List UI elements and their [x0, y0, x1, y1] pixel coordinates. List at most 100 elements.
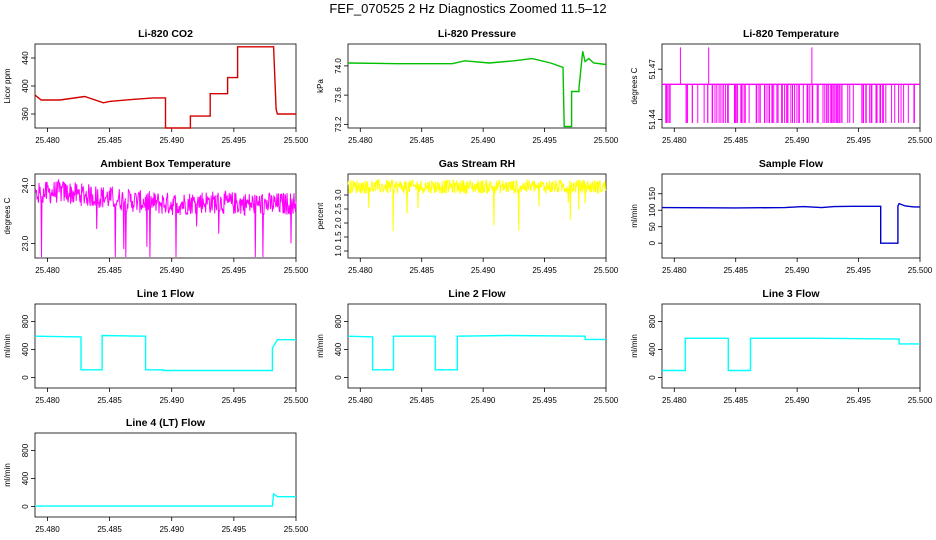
- line-4-lt-flow-y-tick-label: 0: [21, 504, 30, 509]
- ambient-box-temperature-x-tick-label: 25.480: [35, 266, 60, 275]
- li-820-pressure-panel: Li-820 Pressure 25.480 25.485 25.490 25.495 2…: [316, 28, 619, 145]
- line-2-flow-y-tick-label: 0: [334, 375, 343, 380]
- gas-stream-rh-title: Gas Stream RH: [439, 158, 515, 170]
- li-820-pressure-y-tick-label: 73.6: [334, 87, 343, 103]
- ambient-box-temperature-y-tick-label: 24.0: [21, 177, 30, 193]
- li-820-pressure-x-tick-label: 25.490: [471, 136, 496, 145]
- ambient-box-temperature-y-tick-label: 23.0: [21, 235, 30, 251]
- line-4-lt-flow-y-tick-label: 800: [21, 443, 30, 457]
- line-4-lt-flow-x-tick-label: 25.485: [97, 525, 122, 534]
- line-3-flow-y-tick-label: 400: [648, 342, 657, 356]
- line-3-flow-x-tick-label: 25.480: [662, 396, 687, 405]
- line-4-lt-flow-plot-frame: [34, 432, 297, 518]
- ambient-box-temperature-series-line: [34, 178, 297, 258]
- li-820-co2-series-line: [34, 46, 296, 129]
- gas-stream-rh-x-tick-label: 25.495: [532, 266, 557, 275]
- line-2-flow-series-line: [347, 334, 606, 371]
- gas-stream-rh-series-line: [347, 179, 607, 232]
- line-1-flow-x-tick-label: 25.480: [35, 396, 60, 405]
- line-4-lt-flow-x-tick-label: 25.490: [159, 525, 184, 534]
- li-820-co2-y-tick-label: 400: [21, 79, 30, 93]
- gas-stream-rh-y-tick-label: 1.5: [334, 231, 343, 243]
- gas-stream-rh-x-tick-label: 25.485: [409, 266, 434, 275]
- sample-flow-panel: Sample Flow 25.480 25.485 25.490 25.495 25.50…: [630, 158, 933, 275]
- li-820-co2-y-tick-label: 360: [21, 107, 30, 121]
- sample-flow-plot-frame: [661, 173, 921, 259]
- line-4-lt-flow-x-tick-label: 25.500: [284, 525, 309, 534]
- li-820-pressure-x-tick-label: 25.495: [532, 136, 557, 145]
- li-820-co2-y-tick-label: 440: [21, 51, 30, 65]
- gas-stream-rh-y-tick-label: 2.5: [334, 203, 343, 215]
- gas-stream-rh-x-tick-label: 25.490: [471, 266, 496, 275]
- li-820-co2-title: Li-820 CO2: [138, 28, 193, 40]
- line-1-flow-y-tick-label: 800: [21, 314, 30, 328]
- li-820-co2-y-axis-label: Licor ppm: [3, 68, 12, 103]
- line-2-flow-x-tick-label: 25.500: [594, 396, 619, 405]
- li-820-co2-x-tick-label: 25.480: [35, 136, 60, 145]
- li-820-pressure-series-line: [347, 51, 607, 128]
- gas-stream-rh-panel: Gas Stream RH 25.480 25.485 25.490 25.495 25.…: [316, 158, 619, 275]
- li-820-co2-x-tick-label: 25.495: [222, 136, 247, 145]
- line-4-lt-flow-y-axis-label: ml/min: [3, 463, 12, 487]
- line-2-flow-plot-frame: [347, 303, 607, 389]
- gas-stream-rh-y-tick-label: 2.0: [334, 217, 343, 229]
- line-1-flow-panel: Line 1 Flow 25.480 25.485 25.490 25.495 25.50…: [3, 288, 309, 405]
- li-820-temperature-title: Li-820 Temperature: [743, 28, 839, 40]
- line-4-lt-flow-panel: Line 4 (LT) Flow 25.480 25.485 25.490 25.495…: [3, 417, 309, 534]
- sample-flow-x-tick-label: 25.500: [908, 266, 933, 275]
- li-820-pressure-y-axis-label: kPa: [316, 79, 325, 93]
- ambient-box-temperature-x-tick-label: 25.500: [284, 266, 309, 275]
- ambient-box-temperature-x-tick-label: 25.485: [97, 266, 122, 275]
- line-4-lt-flow-title: Line 4 (LT) Flow: [126, 417, 206, 429]
- li-820-pressure-x-tick-label: 25.500: [594, 136, 619, 145]
- li-820-co2-x-tick-label: 25.500: [284, 136, 309, 145]
- li-820-temperature-x-tick-label: 25.485: [723, 136, 748, 145]
- line-3-flow-panel: Line 3 Flow 25.480 25.485 25.490 25.495 25.50…: [630, 288, 933, 405]
- sample-flow-y-tick-label: 100: [648, 203, 657, 217]
- line-3-flow-y-tick-label: 0: [648, 375, 657, 380]
- line-3-flow-x-tick-label: 25.495: [846, 396, 871, 405]
- li-820-pressure-x-tick-label: 25.480: [348, 136, 373, 145]
- li-820-co2-x-tick-label: 25.490: [159, 136, 184, 145]
- line-2-flow-y-axis-label: ml/min: [316, 334, 325, 358]
- gas-stream-rh-plot-frame: [347, 173, 607, 259]
- line-3-flow-y-axis-label: ml/min: [630, 334, 639, 358]
- gas-stream-rh-x-tick-label: 25.480: [348, 266, 373, 275]
- li-820-pressure-x-tick-label: 25.485: [409, 136, 434, 145]
- line-1-flow-x-tick-label: 25.490: [159, 396, 184, 405]
- line-1-flow-plot-frame: [34, 303, 297, 389]
- page-title: FEF_070525 2 Hz Diagnostics Zoomed 11.5–…: [329, 1, 607, 16]
- line-1-flow-title: Line 1 Flow: [137, 288, 195, 300]
- li-820-temperature-panel: Li-820 Temperature 25.480 25.485 25.490 25.4…: [630, 28, 933, 145]
- li-820-pressure-y-tick-label: 74.0: [334, 58, 343, 74]
- sample-flow-y-tick-label: 50: [648, 222, 657, 231]
- li-820-pressure-title: Li-820 Pressure: [438, 28, 516, 40]
- sample-flow-series-line: [661, 202, 920, 244]
- sample-flow-x-tick-label: 25.490: [785, 266, 810, 275]
- sample-flow-y-tick-label: 150: [648, 187, 657, 201]
- ambient-box-temperature-title: Ambient Box Temperature: [100, 158, 231, 170]
- li-820-temperature-plot-frame: [661, 43, 921, 129]
- line-2-flow-x-tick-label: 25.485: [409, 396, 434, 405]
- ambient-box-temperature-x-tick-label: 25.490: [159, 266, 184, 275]
- ambient-box-temperature-plot-frame: [34, 173, 297, 259]
- ambient-box-temperature-panel: Ambient Box Temperature 25.480 25.485 25.49…: [3, 158, 309, 275]
- line-2-flow-x-tick-label: 25.490: [471, 396, 496, 405]
- line-1-flow-x-tick-label: 25.485: [97, 396, 122, 405]
- line-1-flow-y-axis-label: ml/min: [3, 334, 12, 358]
- gas-stream-rh-y-tick-label: 1.0: [334, 245, 343, 257]
- line-1-flow-x-tick-label: 25.495: [222, 396, 247, 405]
- line-1-flow-x-tick-label: 25.500: [284, 396, 309, 405]
- li-820-pressure-y-tick-label: 73.2: [334, 116, 343, 132]
- sample-flow-x-tick-label: 25.480: [662, 266, 687, 275]
- li-820-temperature-y-tick-label: 51.47: [648, 59, 657, 80]
- li-820-co2-panel: Li-820 CO2 25.480 25.485 25.490 25.495 25.500…: [3, 28, 309, 145]
- li-820-temperature-y-axis-label: degrees C: [630, 67, 639, 104]
- sample-flow-x-tick-label: 25.485: [723, 266, 748, 275]
- line-1-flow-series-line: [34, 334, 296, 372]
- ambient-box-temperature-x-tick-label: 25.495: [222, 266, 247, 275]
- line-3-flow-y-tick-label: 800: [648, 314, 657, 328]
- line-4-lt-flow-x-tick-label: 25.480: [35, 525, 60, 534]
- line-2-flow-panel: Line 2 Flow 25.480 25.485 25.490 25.495 25.50…: [316, 288, 619, 405]
